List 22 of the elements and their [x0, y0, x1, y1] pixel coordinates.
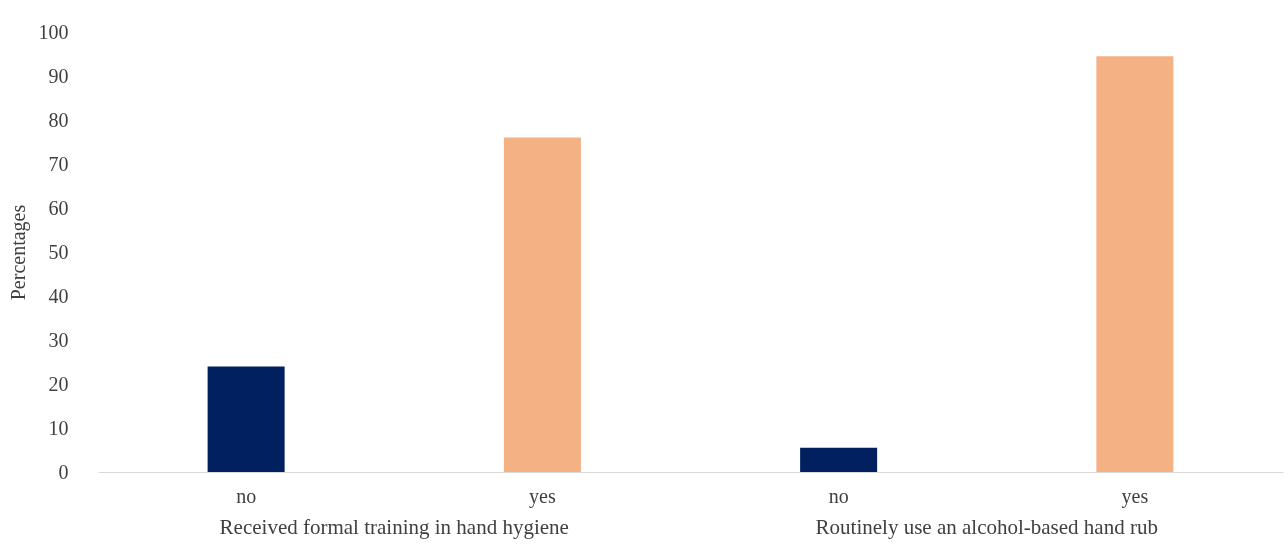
text: Received formal training in hand hygiene — [219, 515, 569, 539]
y-tick-label: 50 — [48, 240, 69, 263]
y-tick-label: 70 — [48, 152, 69, 175]
y-tick-label: 40 — [48, 284, 69, 307]
y-tick-label: 60 — [48, 196, 69, 219]
x-tick-label: no — [828, 484, 849, 507]
y-tick-label: 20 — [48, 372, 69, 395]
y-tick-label: 80 — [48, 108, 69, 131]
y-tick-label: 0 — [58, 460, 69, 483]
y-axis-title: Percentages — [6, 204, 30, 301]
y-tick-label: 30 — [48, 328, 69, 351]
y-tick-label: 100 — [38, 20, 69, 43]
bar — [503, 137, 581, 472]
y-tick-label: 10 — [48, 416, 69, 439]
bar — [1096, 56, 1174, 472]
bar — [207, 366, 285, 472]
x-tick-label: no — [236, 484, 257, 507]
x-tick-label: yes — [1121, 484, 1149, 508]
text: Routinely use an alcohol-based hand rub — [815, 515, 1158, 539]
x-tick-label: yes — [529, 484, 556, 508]
y-tick-label: 90 — [48, 64, 69, 87]
bar — [800, 447, 878, 472]
